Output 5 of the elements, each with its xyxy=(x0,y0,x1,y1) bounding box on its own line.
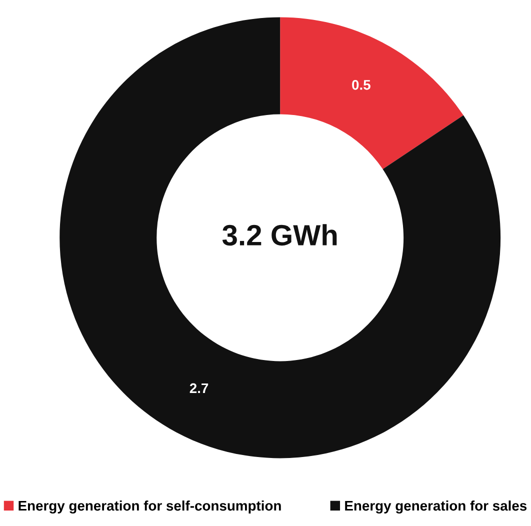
data-label: 2.7 xyxy=(190,383,208,394)
data-label: 0.5 xyxy=(352,80,370,90)
legend-label: Energy generation for sales xyxy=(345,500,527,514)
text: 3.2 GWh xyxy=(222,224,337,246)
legend-label: Energy generation for self-consumption xyxy=(18,500,281,514)
